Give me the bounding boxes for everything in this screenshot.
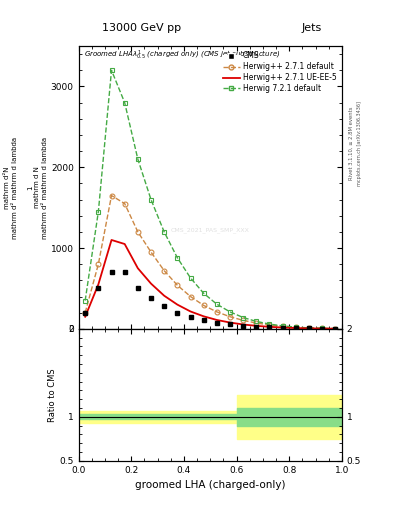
Text: Rivet 3.1.10, ≥ 2.8M events: Rivet 3.1.10, ≥ 2.8M events [349,106,354,180]
Text: Groomed LHA$\lambda^1_{0.5}$ (charged only) (CMS jet substructure): Groomed LHA$\lambda^1_{0.5}$ (charged on… [84,49,280,62]
Y-axis label: Ratio to CMS: Ratio to CMS [48,368,57,422]
Text: 13000 GeV pp: 13000 GeV pp [102,23,181,33]
X-axis label: groomed LHA (charged-only): groomed LHA (charged-only) [135,480,285,490]
Y-axis label: mathrm d²N
mathrm d² mathrm d lambda

1
mathrm d N
mathrm d² mathrm d lambda: mathrm d²N mathrm d² mathrm d lambda 1 m… [4,136,48,239]
Legend: CMS, Herwig++ 2.7.1 default, Herwig++ 2.7.1 UE-EE-5, Herwig 7.2.1 default: CMS, Herwig++ 2.7.1 default, Herwig++ 2.… [221,50,338,95]
Text: Jets: Jets [302,23,322,33]
Text: mcplots.cern.ch [arXiv:1306.3436]: mcplots.cern.ch [arXiv:1306.3436] [357,101,362,186]
Text: CMS_2021_PAS_SMP_XXX: CMS_2021_PAS_SMP_XXX [171,227,250,233]
